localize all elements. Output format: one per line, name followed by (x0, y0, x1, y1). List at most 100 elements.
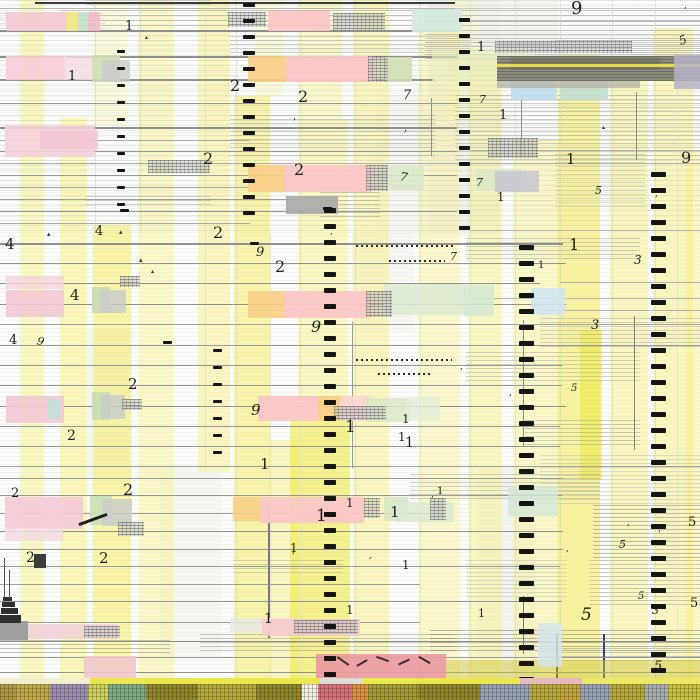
barline-tick (458, 82, 470, 86)
staff-line (0, 151, 457, 153)
vertical-rule (636, 92, 637, 160)
staff-line (0, 641, 700, 643)
barline-tick (212, 383, 222, 386)
band-lavender-block (674, 55, 700, 89)
hatch-block (488, 138, 538, 158)
left-cluster-glyph-bar (1, 608, 18, 614)
barline-tick (650, 188, 666, 193)
highlight-block (531, 288, 565, 315)
staff-line (425, 21, 700, 22)
numeral: 2 (128, 375, 138, 393)
staff-line (0, 622, 420, 624)
band-gray-tail (497, 81, 640, 88)
dotted-line (389, 260, 445, 262)
vertical-rule (140, 0, 141, 233)
barline-tick (117, 101, 125, 104)
barline-tick (458, 146, 470, 150)
barline-tick (518, 309, 534, 314)
strip-main-row-cell (352, 684, 368, 700)
barline-tick (518, 645, 534, 650)
numeral: 5 (638, 591, 645, 602)
hatch-block (122, 399, 142, 410)
numeral: 7 (403, 88, 412, 103)
barline-tick (458, 194, 470, 198)
highlight-block (538, 623, 562, 667)
vertical-rule (300, 0, 301, 700)
barline-tick (518, 533, 534, 538)
barline-tick (518, 373, 534, 378)
numeral: 1 (390, 503, 400, 521)
strip-main-row-cell (88, 684, 108, 700)
staff-line (0, 513, 430, 515)
dotted-line (378, 373, 430, 375)
staff-line (0, 365, 562, 367)
barline-tick (324, 224, 336, 229)
hatch-block (495, 41, 632, 53)
barline-tick (243, 67, 255, 71)
barline-tick (650, 428, 666, 433)
barline-tick (650, 348, 666, 353)
numeral: 7 (450, 250, 457, 263)
strip-grid-overlay (0, 684, 700, 700)
hatch-block (366, 291, 392, 317)
barline-tick (324, 304, 336, 309)
barline-tick (458, 66, 470, 70)
vertical-rule (355, 0, 356, 700)
barline-tick (324, 640, 336, 645)
highlight-block (6, 12, 68, 31)
numeral: 9 (571, 0, 583, 19)
barline-tick (650, 364, 666, 369)
barline-tick (117, 186, 125, 189)
strip-main-row-cell (16, 684, 50, 700)
hatch-block (368, 56, 388, 82)
numeral: 9 (251, 401, 261, 419)
numeral: 4 (70, 286, 80, 304)
barline-tick (243, 147, 255, 151)
numeral: 7 (479, 93, 486, 106)
hatch-block (120, 276, 140, 287)
barline-tick (212, 366, 222, 369)
barline-tick (117, 152, 125, 155)
barline-tick (650, 300, 666, 305)
hatch-block (364, 498, 380, 518)
ink-speck: , (404, 123, 408, 134)
numeral: 1 (478, 607, 485, 620)
barline-tick (650, 332, 666, 337)
numeral: 1 (569, 235, 580, 254)
dotted-line (356, 245, 454, 247)
barline-tick (243, 195, 255, 199)
numeral: 2 (123, 480, 134, 499)
barline-tick (458, 210, 470, 214)
numeral: 5 (688, 515, 697, 530)
staff-line (0, 140, 250, 141)
ink-speck: , (627, 518, 630, 528)
numeral: 4 (9, 333, 18, 348)
barline-tick (650, 588, 666, 593)
yellow-highlight-band (468, 55, 502, 700)
staff-line (0, 103, 457, 105)
barline-tick (324, 448, 336, 453)
barline-tick (650, 284, 666, 289)
barline-tick (324, 624, 336, 629)
hatch-block (366, 165, 388, 191)
numeral: 1 (346, 603, 354, 617)
barline-tick (518, 517, 534, 522)
staff-line (455, 8, 700, 9)
barline-tick (324, 352, 336, 357)
numeral: 1 (398, 430, 406, 444)
barline-tick (324, 256, 336, 261)
strip-top-row-cell (90, 678, 320, 684)
barline-tick (518, 501, 534, 506)
fine-line-panel (555, 150, 645, 210)
barline-tick (650, 668, 666, 673)
fine-line-panel (230, 115, 435, 157)
highlight-block (446, 660, 700, 683)
numeral: 1 (402, 558, 410, 572)
hatch-block (118, 522, 144, 536)
barline-tick (518, 613, 534, 618)
yellow-highlight-band (198, 0, 230, 472)
strip-top-row-cell (362, 678, 520, 684)
barline-tick (650, 652, 666, 657)
barline-tick (324, 432, 336, 437)
barline-tick (324, 288, 336, 293)
